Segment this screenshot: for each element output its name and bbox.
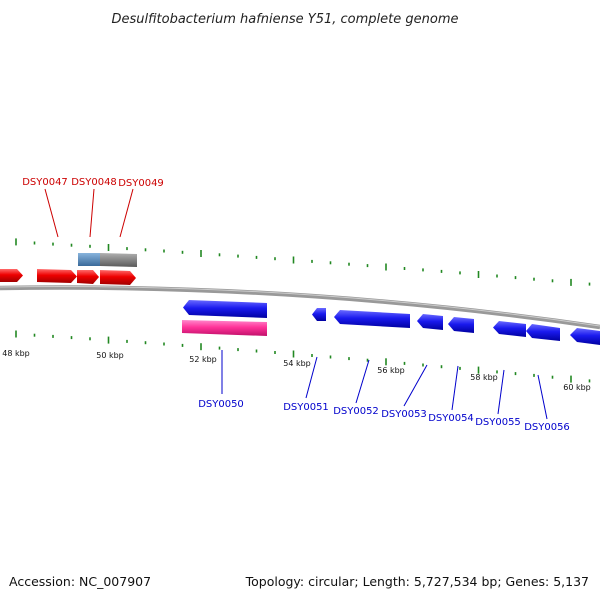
pseudogene-segment[interactable] [78,253,100,266]
gene-label-DSY0054[interactable]: DSY0054 [428,413,474,424]
scale-label: 60 kbp [563,383,591,392]
label-leader-line [355,359,370,404]
gene-arrow-forward[interactable] [100,270,136,285]
gene-arrow-forward[interactable] [77,270,99,284]
gene-label-DSY0053[interactable]: DSY0053 [381,409,427,420]
gene-arrow-reverse[interactable] [312,308,326,321]
gene-label-DSY0055[interactable]: DSY0055 [475,417,521,428]
scale-label: 50 kbp [96,351,124,360]
label-leader-line [497,369,505,415]
scale-label: 56 kbp [377,366,405,375]
gene-arrow-forward[interactable] [0,269,23,282]
gene-label-DSY0051[interactable]: DSY0051 [283,402,329,413]
scale-label: 58 kbp [470,373,498,382]
genome-summary-text: Topology: circular; Length: 5,727,534 bp… [245,574,589,589]
rna-feature[interactable] [182,320,267,336]
gene-arrow-reverse[interactable] [493,321,526,337]
gene-label-DSY0052[interactable]: DSY0052 [333,406,379,417]
gene-arrow-reverse[interactable] [570,328,600,345]
gene-arrow-reverse[interactable] [526,324,560,341]
genome-backbone [0,285,600,330]
gene-label-DSY0056[interactable]: DSY0056 [524,422,570,433]
gene-arrow-reverse[interactable] [334,310,410,328]
gene-arrow-forward[interactable] [37,269,77,283]
accession-text: Accession: NC_007907 [9,574,151,589]
forward-gene-labels: DSY0047 DSY0048 DSY0049 [22,177,164,238]
scale-label: 52 kbp [189,355,217,364]
reverse-strand-genes [182,300,600,345]
gene-label-DSY0050[interactable]: DSY0050 [198,399,244,410]
scale-label: 54 kbp [283,359,311,368]
genome-title: Desulfitobacterium hafniense Y51, comple… [111,12,458,27]
reverse-gene-labels: DSY0050 DSY0051 DSY0052 DSY0053 DSY0054 … [198,350,570,433]
label-leader-line [403,364,428,407]
gene-arrow-reverse[interactable] [448,317,474,333]
label-leader-line [537,374,548,420]
label-leader-line [305,356,318,399]
label-leader-line [119,188,134,238]
genome-backbone-highlight [0,286,600,327]
gene-arrow-reverse[interactable] [417,314,443,330]
gene-label-DSY0048[interactable]: DSY0048 [71,177,117,188]
label-leader-line [44,188,59,238]
gene-label-DSY0047[interactable]: DSY0047 [22,177,68,188]
inner-tick-track [15,330,591,383]
scale-label: 48 kbp [2,349,30,358]
outer-tick-track [15,238,591,286]
scale-labels: 48 kbp 50 kbp 52 kbp 54 kbp 56 kbp 58 kb… [2,349,591,392]
pseudogene-segment[interactable] [100,253,137,267]
forward-strand-genes [0,253,137,285]
gene-arrow-reverse[interactable] [183,300,267,318]
label-leader-line [451,365,459,411]
gene-label-DSY0049[interactable]: DSY0049 [118,178,164,189]
label-leader-line [89,188,95,238]
